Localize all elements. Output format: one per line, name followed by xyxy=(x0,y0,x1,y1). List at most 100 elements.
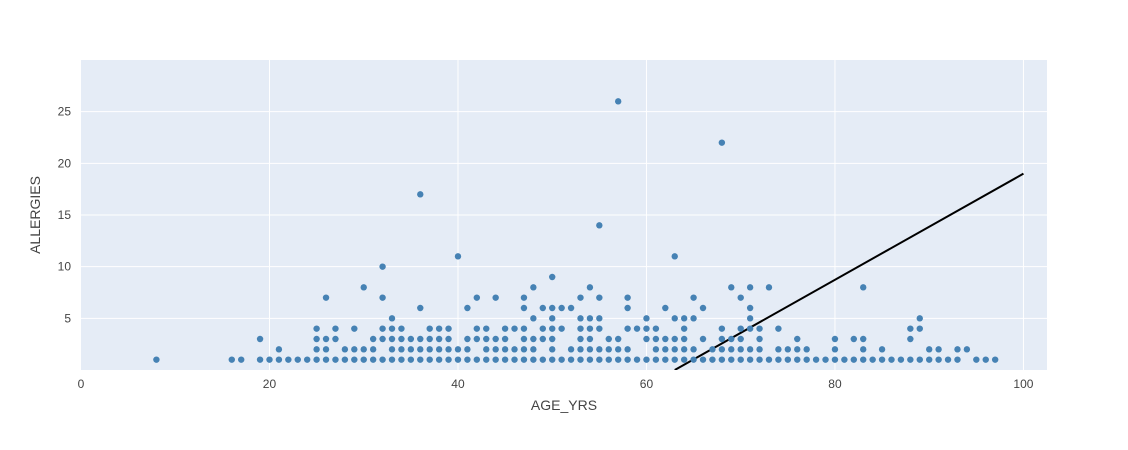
scatter-point xyxy=(624,346,631,353)
scatter-point xyxy=(351,346,358,353)
scatter-point xyxy=(388,335,396,343)
scatter-point xyxy=(699,335,707,343)
scatter-point xyxy=(737,335,744,343)
scatter-point xyxy=(652,346,660,353)
scatter-point xyxy=(464,304,471,312)
scatter-point xyxy=(756,335,763,343)
scatter-point xyxy=(369,335,377,343)
scatter-point xyxy=(737,346,744,353)
scatter-point xyxy=(756,356,763,363)
scatter-point xyxy=(586,335,594,343)
scatter-point xyxy=(567,346,575,353)
scatter-point xyxy=(690,346,697,353)
scatter-point xyxy=(417,356,424,363)
scatter-point xyxy=(483,346,490,353)
y-tick-label: 20 xyxy=(58,156,72,170)
scatter-point xyxy=(360,284,367,291)
scatter-point xyxy=(803,356,810,363)
scatter-point xyxy=(907,335,914,343)
scatter-point xyxy=(577,346,584,353)
scatter-point xyxy=(303,356,311,363)
scatter-point xyxy=(464,346,471,353)
scatter-point xyxy=(671,315,678,322)
scatter-point xyxy=(313,346,320,353)
scatter-point xyxy=(567,356,575,363)
scatter-point xyxy=(671,253,678,260)
scatter-point xyxy=(652,325,660,332)
scatter-point xyxy=(435,335,443,343)
scatter-point xyxy=(530,356,537,363)
scatter-point xyxy=(407,356,415,363)
scatter-point xyxy=(860,335,867,343)
scatter-point xyxy=(652,356,660,363)
scatter-point xyxy=(926,346,933,353)
scatter-point xyxy=(501,335,509,343)
scatter-point xyxy=(511,346,518,353)
scatter-point xyxy=(728,284,735,291)
scatter-point xyxy=(445,335,452,343)
scatter-point xyxy=(275,346,283,353)
scatter-point xyxy=(313,356,320,363)
x-axis-ticks: 0 20 40 60 80 100 xyxy=(78,377,1034,391)
scatter-point xyxy=(784,356,792,363)
scatter-point xyxy=(492,335,499,343)
scatter-point xyxy=(605,346,612,353)
x-axis-title: AGE_YRS xyxy=(531,397,597,413)
scatter-point xyxy=(228,356,235,363)
scatter-point xyxy=(822,356,829,363)
scatter-point xyxy=(473,294,481,301)
scatter-point xyxy=(332,325,339,332)
scatter-point xyxy=(907,325,914,332)
scatter-point xyxy=(643,325,650,332)
scatter-point xyxy=(417,346,424,353)
scatter-point xyxy=(690,294,697,301)
scatter-point xyxy=(454,253,462,260)
scatter-point xyxy=(238,356,245,363)
scatter-point xyxy=(596,325,603,332)
scatter-point xyxy=(558,304,565,312)
scatter-point xyxy=(445,356,452,363)
scatter-point xyxy=(916,325,923,332)
scatter-point xyxy=(737,356,744,363)
scatter-point xyxy=(511,356,518,363)
scatter-point xyxy=(520,294,528,301)
scatter-point xyxy=(379,294,386,301)
scatter-point xyxy=(256,335,264,343)
scatter-point xyxy=(549,325,556,332)
scatter-point xyxy=(643,315,650,322)
scatter-point xyxy=(624,325,631,332)
scatter-point xyxy=(577,335,584,343)
scatter-point xyxy=(558,356,565,363)
scatter-point xyxy=(445,346,452,353)
scatter-point xyxy=(614,335,622,343)
scatter-point xyxy=(954,356,961,363)
scatter-point xyxy=(483,356,490,363)
scatter-point xyxy=(794,346,801,353)
scatter-point xyxy=(907,356,914,363)
scatter-point xyxy=(341,346,349,353)
scatter-point xyxy=(549,315,556,322)
scatter-point xyxy=(586,356,594,363)
y-tick-label: 5 xyxy=(64,311,71,325)
scatter-point xyxy=(746,304,754,312)
scatter-point xyxy=(379,325,386,332)
scatter-point xyxy=(718,346,726,353)
scatter-point xyxy=(294,356,301,363)
x-tick-label: 100 xyxy=(1013,377,1033,391)
scatter-point xyxy=(586,315,594,322)
scatter-point xyxy=(756,325,763,332)
scatter-point xyxy=(643,356,650,363)
scatter-point xyxy=(614,98,622,105)
scatter-point xyxy=(878,346,886,353)
scatter-point xyxy=(388,325,396,332)
scatter-point xyxy=(860,284,867,291)
scatter-point xyxy=(860,356,867,363)
scatter-point xyxy=(596,356,603,363)
scatter-point xyxy=(417,191,424,198)
scatter-point xyxy=(860,346,867,353)
scatter-point xyxy=(388,346,396,353)
scatter-point xyxy=(680,346,688,353)
y-axis-ticks: 5 10 15 20 25 xyxy=(58,105,72,326)
scatter-point xyxy=(614,356,622,363)
scatter-point xyxy=(153,356,160,363)
